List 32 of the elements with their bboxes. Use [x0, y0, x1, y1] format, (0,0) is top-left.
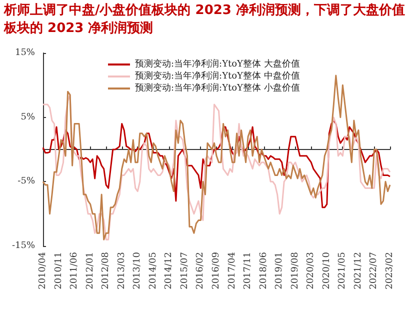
x-tick-label: 2010/04: [38, 252, 48, 290]
x-tick-label: 2014/12: [164, 252, 174, 290]
x-tick-label: 2011/06: [70, 252, 80, 290]
x-tick-label: 2013/03: [116, 252, 127, 290]
chart-title: 析师上调了中盘/小盘价值板块的 2023 净利润预测，下调了大盘价值板块的 2023 净利润预测: [4, 2, 406, 38]
x-tick-label: 2021/12: [353, 252, 364, 290]
x-tick-label: 2017/04: [227, 252, 238, 290]
x-tick-label: 2020/03: [306, 252, 316, 290]
legend-label: 预测变动:当年净利润:YtoY整体 中盘价值: [135, 70, 300, 82]
x-tick-label: 2010/11: [54, 252, 64, 290]
y-tick-label: 5%: [20, 112, 36, 122]
y-tick-label: 15%: [14, 48, 36, 58]
x-tick-label: 2021/05: [338, 252, 348, 290]
x-tick-label: 2019/01: [274, 252, 285, 290]
line-series: [42, 120, 391, 208]
y-tick-label: -15%: [12, 241, 36, 251]
x-tick-label: 2016/02: [196, 252, 206, 290]
x-tick-label: 2023/02: [385, 252, 395, 290]
y-tick-label: -5%: [18, 176, 36, 187]
x-tick-label: 2012/08: [101, 252, 112, 290]
x-tick-label: 2022/07: [369, 252, 380, 290]
x-tick-label: 2019/08: [290, 252, 300, 290]
x-tick-label: 2016/09: [212, 252, 222, 290]
x-tick-label: 2014/05: [148, 252, 158, 290]
x-tick-label: 2017/11: [243, 252, 254, 290]
x-tick-label: 2020/10: [322, 252, 332, 290]
x-tick-label: 2012/01: [85, 252, 96, 290]
legend-label: 预测变动:当年净利润:YtoY整体 大盘价值: [135, 58, 300, 70]
legend-label: 预测变动:当年净利润:YtoY整体 小盘价值: [135, 82, 300, 94]
x-tick-label: 2015/07: [180, 252, 190, 290]
x-tick-label: 2018/06: [258, 252, 269, 290]
x-tick-label: 2013/10: [132, 252, 143, 290]
